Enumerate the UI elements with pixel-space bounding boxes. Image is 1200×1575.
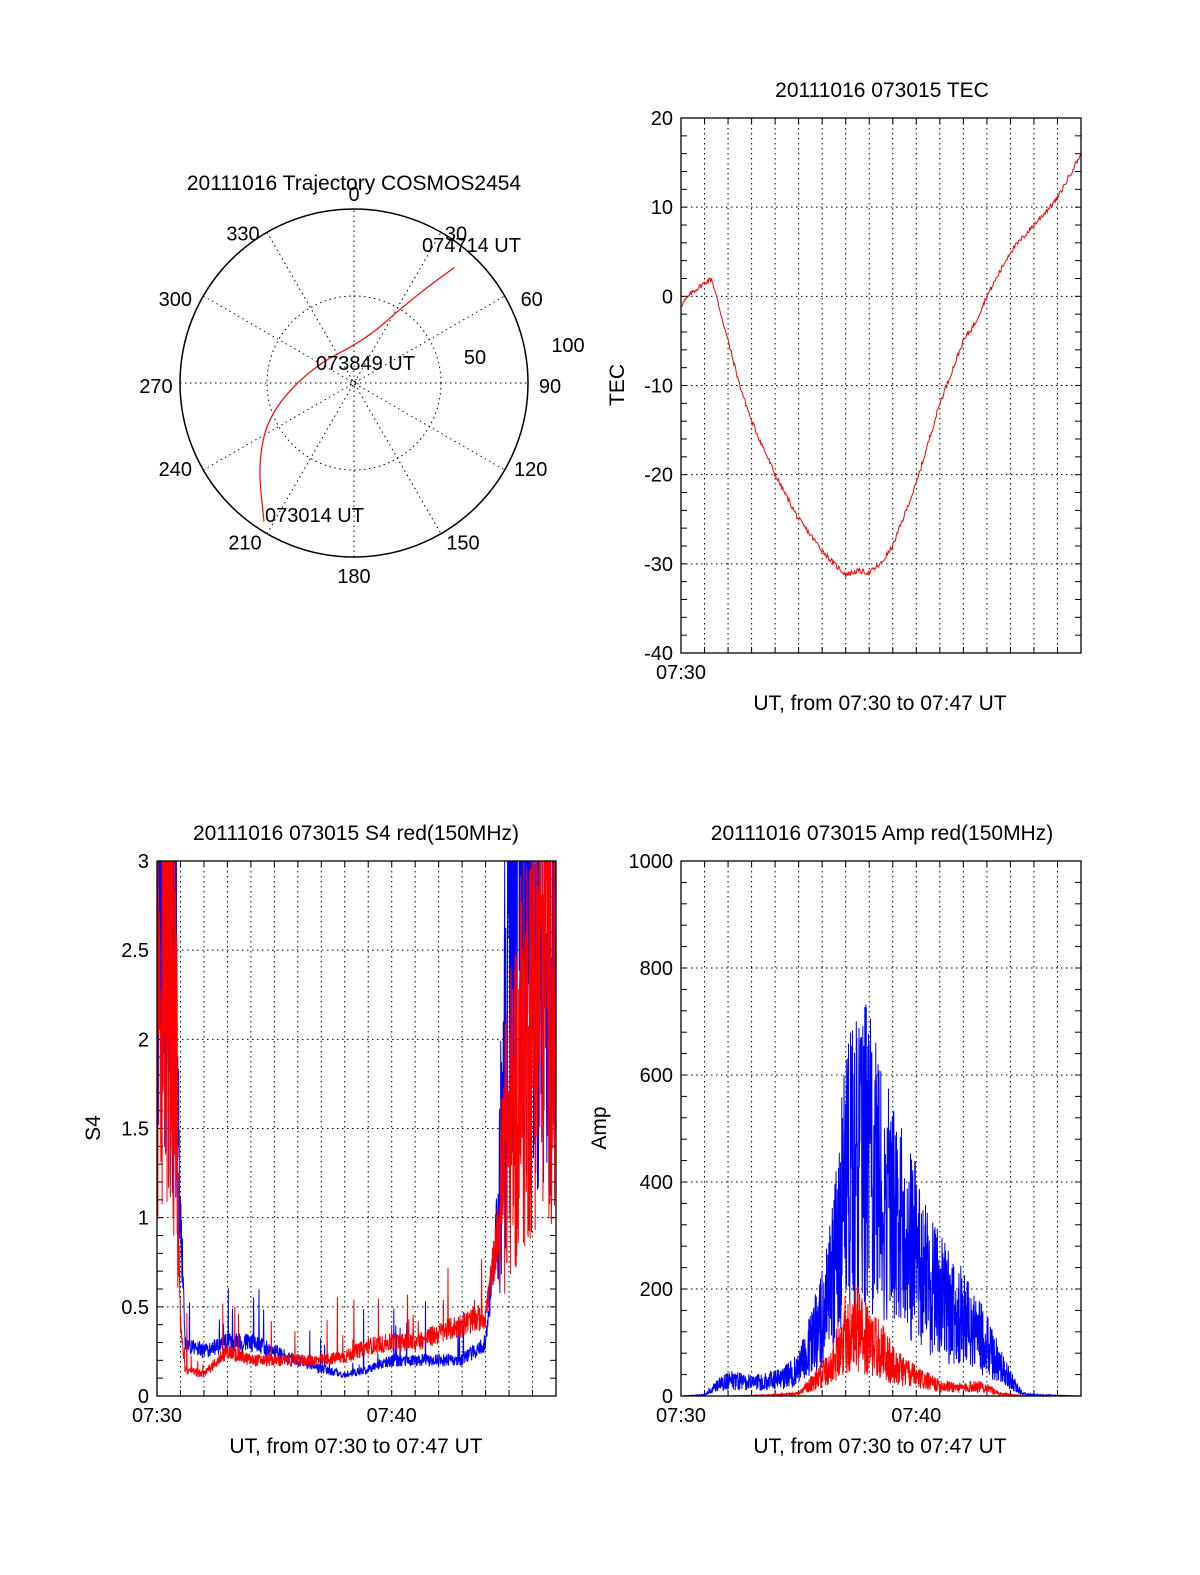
polar-radial-label-100: 100	[551, 335, 584, 357]
y-tick-label: 1	[138, 1208, 149, 1230]
polar-trajectory-line	[259, 266, 455, 522]
amp-title: 20111016 073015 Amp red(150MHz)	[711, 822, 1053, 845]
polar-title: 20111016 Trajectory COSMOS2454	[187, 172, 522, 195]
polar-annotation-mid: 073849 UT	[316, 353, 415, 375]
amp-xlabel: UT, from 07:30 to 07:47 UT	[753, 1435, 1006, 1458]
x-tick-label: 07:30	[132, 1405, 182, 1427]
amp-plot-area: 0 200 400 600 800 1000 07:30 07:40	[629, 851, 1082, 1427]
y-tick-label: -30	[644, 554, 673, 576]
polar-series	[259, 266, 455, 522]
polar-angle-label: 120	[514, 459, 547, 481]
polar-angle-label: 270	[139, 376, 172, 398]
s4-series-line	[157, 861, 556, 1378]
polar-annotation-start: 073014 UT	[265, 505, 364, 527]
tec-title: 20111016 073015 TEC	[775, 79, 989, 102]
polar-radial-label-50: 50	[464, 347, 486, 369]
polar-grid	[179, 208, 529, 558]
y-tick-label: 0.5	[121, 1297, 149, 1319]
polar-spoke	[266, 232, 442, 534]
y-tick-label: 1000	[629, 851, 674, 873]
polar-trajectory-panel: 20111016 Trajectory COSMOS2454 0 30 60 90 12…	[139, 172, 584, 588]
polar-angle-label: 150	[446, 533, 479, 555]
y-tick-label: 3	[138, 851, 149, 873]
polar-angle-label: 30	[445, 223, 467, 245]
y-tick-label: 200	[640, 1279, 673, 1301]
y-tick-label: -40	[644, 643, 673, 665]
tec-xlabel: UT, from 07:30 to 07:47 UT	[753, 692, 1006, 715]
amp-panel: 20111016 073015 Amp red(150MHz) 0 200 400 6…	[588, 822, 1082, 1458]
polar-angle-label: 240	[159, 459, 192, 481]
tec-series-line	[680, 152, 1082, 579]
y-tick-label: -20	[644, 465, 673, 487]
x-tick-label: 07:40	[367, 1405, 417, 1427]
amp-ylabel: Amp	[588, 1106, 611, 1149]
polar-spoke	[203, 295, 505, 471]
y-tick-label: 0	[662, 1386, 673, 1408]
tec-plot-area: -40 -30 -20 -10 0 10 20 07:30	[644, 108, 1082, 684]
y-tick-label: 10	[651, 197, 673, 219]
polar-angle-labels: 0 30 60 90 120 150 180 210 240 270 300 330	[139, 184, 561, 588]
polar-grid-circle	[266, 295, 442, 471]
polar-angle-label: 330	[226, 223, 259, 245]
plot-frame	[680, 860, 1082, 1397]
polar-spoke	[266, 232, 442, 534]
polar-angle-label: 90	[539, 376, 561, 398]
s4-series-group	[157, 861, 556, 1378]
s4-plot-area: 0 0.5 1 1.5 2 2.5 3 07:30 07:40	[121, 851, 557, 1427]
y-tick-label: 20	[651, 108, 673, 130]
y-tick-label: 0	[662, 286, 673, 308]
s4-series-line	[157, 861, 556, 1378]
y-tick-label: 400	[640, 1172, 673, 1194]
polar-spoke	[203, 295, 505, 471]
s4-xlabel: UT, from 07:30 to 07:47 UT	[229, 1435, 482, 1458]
s4-panel: 20111016 073015 S4 red(150MHz) 0 0.5 1 1.5 2…	[82, 822, 557, 1458]
polar-angle-label: 300	[159, 289, 192, 311]
y-tick-label: 1.5	[121, 1119, 149, 1141]
s4-ylabel: S4	[82, 1115, 105, 1141]
y-tick-label: 0	[138, 1386, 149, 1408]
y-tick-label: 600	[640, 1065, 673, 1087]
x-tick-label: 07:40	[891, 1405, 941, 1427]
polar-angle-label: 210	[228, 533, 261, 555]
plot-frame	[680, 117, 1082, 654]
x-tick-label: 07:30	[656, 662, 706, 684]
amp-series-line	[681, 1004, 1081, 1398]
y-tick-label: 2.5	[121, 940, 149, 962]
s4-title: 20111016 073015 S4 red(150MHz)	[193, 822, 519, 845]
y-tick-label: -10	[644, 376, 673, 398]
tec-ylabel: TEC	[606, 364, 629, 406]
polar-annotation-end: 074714 UT	[422, 235, 521, 257]
y-tick-label: 2	[138, 1029, 149, 1051]
polar-angle-label: 0	[348, 184, 359, 206]
x-tick-label: 07:30	[656, 1405, 706, 1427]
tec-panel: 20111016 073015 TEC -40 -30 -20 -10 0 10 20 07:…	[606, 79, 1082, 715]
polar-angle-label: 60	[521, 289, 543, 311]
y-tick-label: 800	[640, 958, 673, 980]
plot-frame	[156, 860, 557, 1397]
polar-angle-label: 180	[337, 566, 370, 588]
